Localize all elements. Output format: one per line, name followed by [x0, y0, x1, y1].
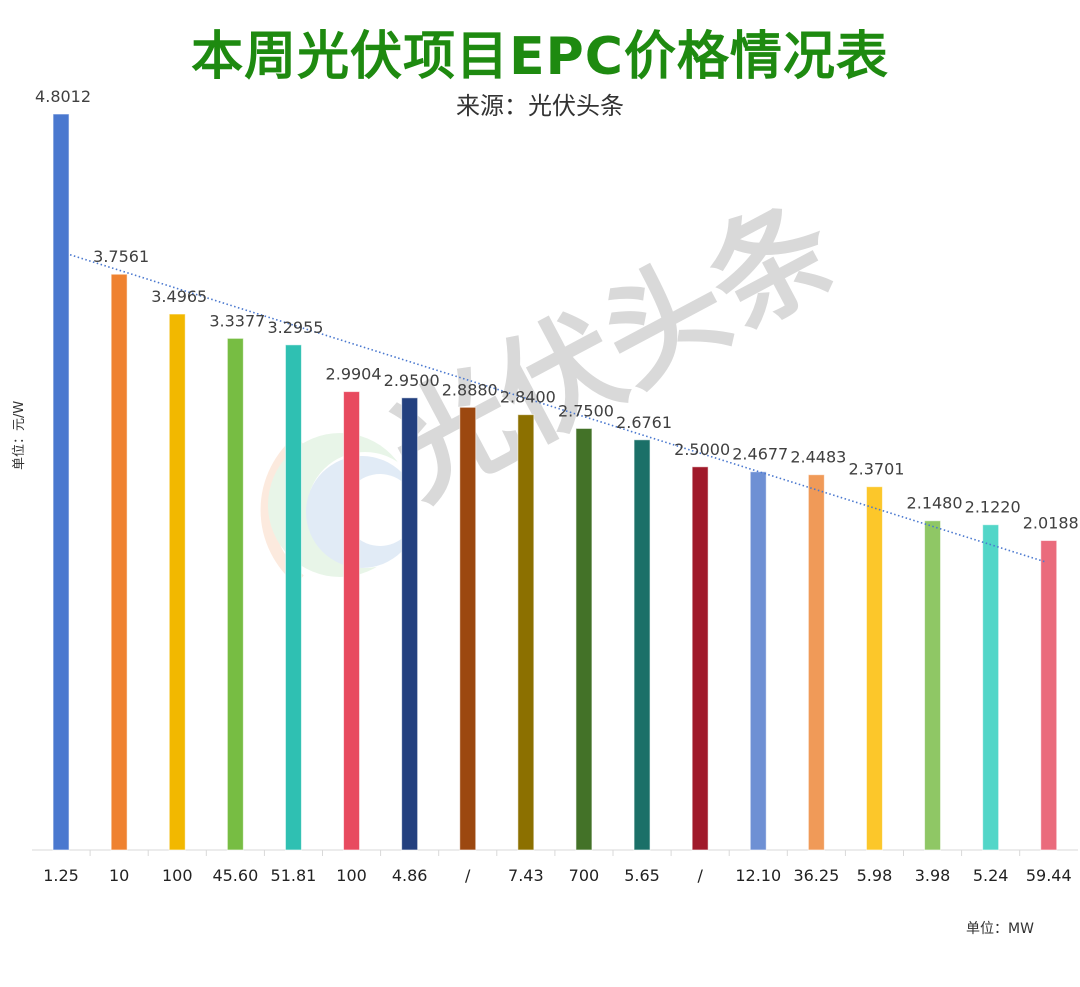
watermark-text: 光伏头条 [368, 178, 857, 526]
data-label: 2.3701 [848, 460, 904, 479]
bar [633, 439, 651, 851]
data-label: 3.2955 [267, 318, 323, 337]
x-tick-label: 5.65 [624, 866, 660, 885]
x-tick-label: 700 [569, 866, 600, 885]
data-label: 3.3377 [209, 311, 265, 330]
data-label: 2.0188 [1023, 514, 1079, 533]
bar [110, 273, 128, 851]
x-tick-label: 51.81 [271, 866, 317, 885]
x-tick-label: / [465, 866, 471, 885]
data-label: 2.1480 [907, 494, 963, 513]
bar [168, 313, 186, 851]
x-tick-label: 7.43 [508, 866, 544, 885]
x-tick-label: 100 [336, 866, 367, 885]
bar [807, 474, 825, 851]
bar [575, 427, 593, 851]
data-label: 2.4483 [790, 448, 846, 467]
bar [865, 486, 883, 851]
x-tick-label: / [697, 866, 703, 885]
bar [226, 337, 244, 851]
bar [749, 471, 767, 851]
x-tick-label: 5.98 [857, 866, 893, 885]
bar [52, 113, 70, 851]
bar [691, 466, 709, 851]
chart-title: 本周光伏项目EPC价格情况表 [191, 27, 889, 87]
data-label: 3.4965 [151, 287, 207, 306]
trendline [69, 253, 1046, 563]
data-label: 2.9500 [384, 371, 440, 390]
x-tick-label: 36.25 [793, 866, 839, 885]
data-label: 2.5000 [674, 440, 730, 459]
data-label: 2.4677 [732, 445, 788, 464]
bar [982, 524, 1000, 851]
data-label: 2.8400 [500, 388, 556, 407]
x-tick-label: 100 [162, 866, 193, 885]
x-tick-label: 4.86 [392, 866, 428, 885]
x-tick-label: 10 [109, 866, 129, 885]
data-label: 3.7561 [93, 247, 149, 266]
data-label: 2.8880 [442, 380, 498, 399]
bar [1040, 540, 1058, 851]
x-tick-label: 12.10 [735, 866, 781, 885]
chart-subtitle: 来源：光伏头条 [456, 92, 624, 120]
x-tick-label: 5.24 [973, 866, 1009, 885]
bar [343, 391, 361, 851]
x-tick-label: 1.25 [43, 866, 79, 885]
x-axis-unit-label: 单位：MW [966, 921, 1034, 937]
bar [401, 397, 419, 851]
x-tick-label: 3.98 [915, 866, 951, 885]
data-label: 2.6761 [616, 413, 672, 432]
data-label: 2.1220 [965, 498, 1021, 517]
bar [517, 414, 535, 851]
x-tick-label: 59.44 [1026, 866, 1072, 885]
bar [924, 520, 942, 851]
x-tick-label: 45.60 [212, 866, 258, 885]
bar [284, 344, 302, 851]
bar [459, 406, 477, 851]
data-label: 2.9904 [326, 365, 382, 384]
data-label: 2.7500 [558, 401, 614, 420]
watermark-logo-icon [260, 433, 423, 585]
data-label: 4.8012 [35, 87, 91, 106]
